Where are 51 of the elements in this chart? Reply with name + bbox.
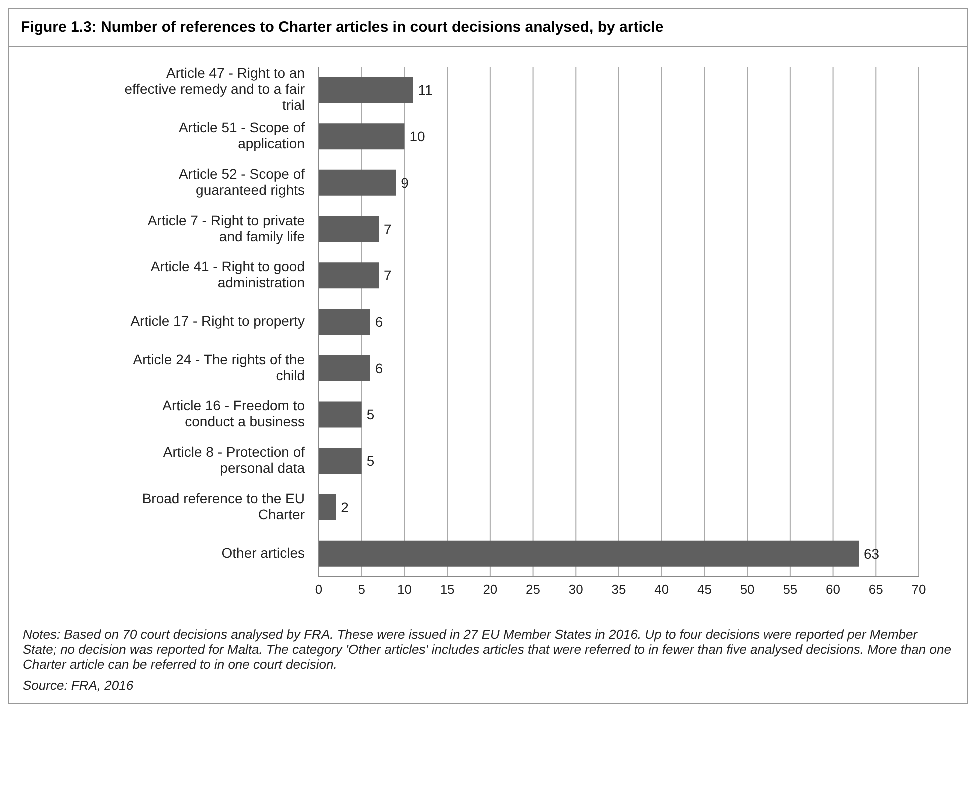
y-tick-label: Article 16 - Freedom to conduct a business: [162, 397, 306, 430]
bar: [319, 262, 379, 289]
x-tick-label: 10: [397, 582, 412, 598]
y-tick-label: Article 47 - Right to an effective remedy and to a fair trial: [124, 64, 306, 113]
x-tick-label: 40: [654, 582, 670, 598]
y-tick-label: Article 52 - Scope of guaranteed rights: [178, 166, 306, 198]
y-tick-label: Article 24 - The rights of the child: [133, 351, 306, 384]
chart-title: Figure 1.3: Number of references to Charter articles in court decisions analysed, by article: [9, 9, 967, 47]
bar: [319, 540, 859, 567]
x-tick-label: 70: [912, 582, 926, 598]
bar: [319, 494, 336, 520]
y-tick-label: Article 8 - Protection of personal data: [163, 444, 306, 476]
x-tick-label: 20: [483, 582, 498, 598]
x-tick-label: 35: [612, 582, 626, 598]
x-tick-label: 65: [868, 582, 884, 598]
bar: [319, 309, 370, 336]
y-tick-label: Article 17 - Right to property: [130, 312, 305, 329]
x-tick-label: 55: [783, 582, 798, 598]
bar: [319, 355, 370, 382]
data-label: 7: [384, 268, 392, 284]
x-tick-label: 5: [358, 582, 366, 598]
bar: [319, 402, 362, 428]
data-label: 11: [418, 82, 434, 98]
x-tick-label: 45: [697, 582, 712, 598]
x-tick-label: 15: [440, 582, 455, 598]
text: Notes: Based on 70 court decisions analysed by FRA. These were issued in 27 EU Member States in 2016. Up to four decisions were reported per Member State; no decision was reported for Malta. The category 'Other articles' includes articles that were referred to in fewer than five analysed decisions. More than one Charter article can be referred to in one court decision.: [23, 627, 952, 672]
y-tick-label: Article 7 - Right to private and family life: [148, 212, 306, 244]
bar: [319, 170, 396, 196]
y-tick-label: Other articles: [222, 544, 305, 561]
x-tick-label: 0: [315, 582, 323, 598]
source-note: Source: FRA, 2016: [23, 678, 135, 693]
x-tick-label: 30: [568, 582, 584, 598]
data-label: 7: [384, 221, 392, 238]
x-tick-label: 60: [826, 582, 841, 598]
bar: [319, 448, 362, 474]
y-tick-label: Article 51 - Scope of application: [178, 119, 306, 152]
bar: [319, 124, 405, 150]
bar: [319, 216, 379, 242]
x-tick-label: 25: [526, 582, 541, 598]
data-label: 5: [366, 453, 375, 470]
data-label: 10: [410, 128, 426, 145]
x-tick-label: 50: [740, 582, 755, 598]
data-label: 6: [375, 360, 384, 376]
y-tick-label: Article 41 - Right to good administration: [150, 258, 305, 290]
bar: [319, 77, 414, 104]
data-label: 63: [864, 546, 880, 562]
data-label: 6: [375, 314, 384, 330]
data-label: 2: [341, 499, 350, 516]
data-label: 9: [401, 174, 410, 191]
y-tick-label: Broad reference to the EU Charter: [142, 490, 306, 522]
data-label: 5: [366, 406, 375, 423]
